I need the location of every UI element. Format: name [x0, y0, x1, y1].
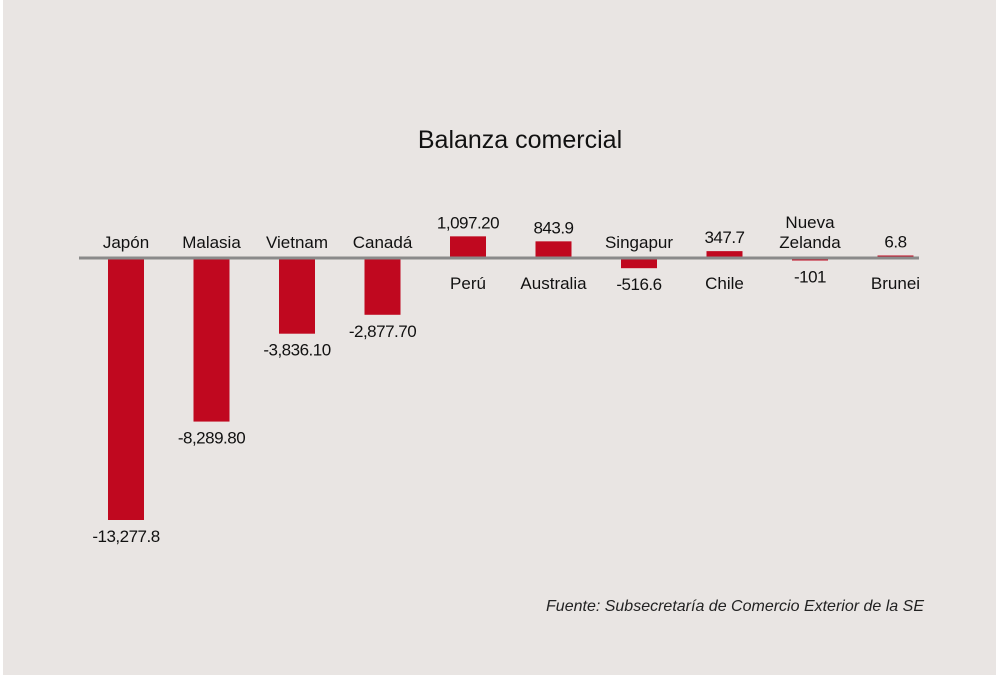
category-label: Vietnam: [266, 233, 328, 252]
bar: [108, 258, 144, 520]
value-label: 6.8: [884, 233, 906, 252]
labels-group: Japón -13,277.8 Malasia -8,289.80 Vietnam -3,…: [92, 213, 920, 546]
category-label: Chile: [705, 274, 744, 293]
chart-title: Balanza comercial: [418, 126, 622, 154]
category-label: Canadá: [353, 233, 413, 252]
category-label: Australia: [520, 274, 587, 293]
value-label: -2,877.70: [349, 322, 416, 341]
chart-panel: Balanza comercial Japón -13,277.8 Malasia -…: [3, 0, 996, 675]
value-label: -516.6: [616, 275, 661, 294]
bar: [364, 258, 401, 315]
value-label: -101: [794, 268, 826, 287]
category-label: Nueva: [785, 213, 835, 232]
category-label: Perú: [450, 274, 486, 293]
bar: [621, 258, 657, 269]
category-label: Singapur: [605, 233, 673, 252]
bar: [535, 241, 572, 258]
bar-chart: Balanza comercial Japón -13,277.8 Malasia -…: [79, 126, 920, 546]
value-label: -8,289.80: [178, 429, 245, 448]
category-label: Japón: [103, 233, 149, 252]
bar: [450, 236, 486, 258]
bars-group: [108, 236, 914, 520]
value-label: 1,097.20: [437, 213, 499, 232]
bar: [706, 251, 743, 258]
category-label: Brunei: [871, 274, 920, 293]
bar: [193, 258, 230, 422]
value-label: 347.7: [704, 228, 744, 247]
category-label: Zelanda: [779, 233, 841, 252]
source-note: Fuente: Subsecretaría de Comercio Exteri…: [546, 598, 924, 615]
value-label: 843.9: [533, 218, 573, 237]
value-label: -13,277.8: [92, 527, 159, 546]
value-label: -3,836.10: [263, 341, 330, 360]
bar: [279, 258, 315, 334]
category-label: Malasia: [182, 233, 241, 252]
